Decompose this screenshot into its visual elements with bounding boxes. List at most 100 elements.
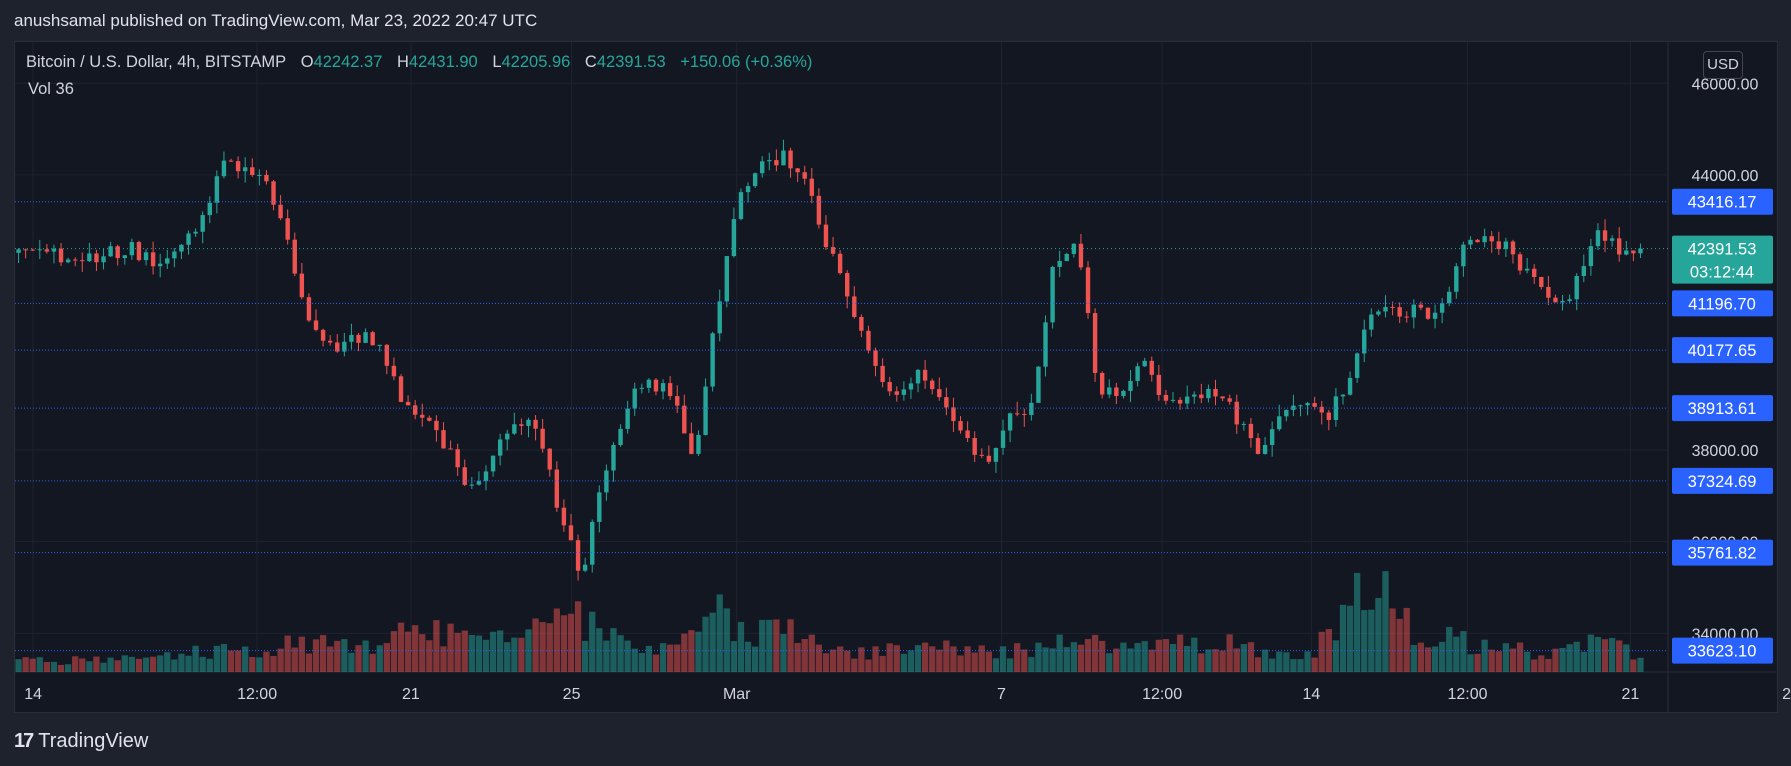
level-price-label: 33623.10 xyxy=(1688,643,1757,661)
candle-body xyxy=(377,344,382,346)
volume-bar xyxy=(773,619,780,672)
candle-body xyxy=(434,420,439,431)
candle-body xyxy=(44,249,50,252)
volume-value: 36 xyxy=(55,80,74,98)
candle-body xyxy=(1206,388,1211,399)
volume-bar xyxy=(1247,642,1255,672)
candle-body xyxy=(235,161,241,172)
candle-body xyxy=(689,433,694,454)
candle-body xyxy=(87,253,92,262)
volume-bar xyxy=(1198,653,1205,672)
volume-bar xyxy=(1453,636,1460,672)
currency-button[interactable]: USD xyxy=(1703,51,1743,79)
time-tick-label: 14 xyxy=(1303,686,1321,703)
candle-body xyxy=(327,340,333,343)
volume-bar xyxy=(1495,651,1502,672)
time-tick-label: 25 xyxy=(1782,686,1791,703)
chart-frame[interactable] xyxy=(14,41,1778,713)
volume-bar xyxy=(1573,641,1580,672)
candle-body xyxy=(1199,394,1204,399)
volume-bar xyxy=(978,645,985,672)
candle-body xyxy=(1213,388,1218,397)
candle-body xyxy=(1397,307,1402,317)
candle-body xyxy=(1184,396,1190,404)
candle-body xyxy=(250,167,255,175)
candle-body xyxy=(1014,413,1020,415)
candle-body xyxy=(363,332,368,343)
level-price-label: 40177.65 xyxy=(1688,342,1757,360)
volume-bar xyxy=(1545,658,1552,672)
time-tick-label: 12:00 xyxy=(1448,686,1488,703)
volume-bar xyxy=(844,650,851,672)
candle-body xyxy=(306,297,312,321)
volume-bar xyxy=(454,632,461,672)
candle-body xyxy=(930,380,935,390)
candle-body xyxy=(1524,268,1530,271)
volume-bar xyxy=(1616,640,1623,672)
volume-bar xyxy=(36,657,43,672)
volume-bar xyxy=(312,639,320,672)
volume-bar xyxy=(1594,636,1602,672)
volume-bar xyxy=(504,642,511,672)
candle-body xyxy=(1135,366,1140,381)
candle-body xyxy=(660,383,666,392)
candle-body xyxy=(370,332,375,346)
volume-bar xyxy=(1155,639,1162,672)
candle-body xyxy=(526,419,531,426)
volume-bar xyxy=(291,647,298,672)
candle-body xyxy=(667,383,673,397)
volume-bar xyxy=(879,655,886,672)
open-value: 42242.37 xyxy=(313,53,383,71)
candle-body xyxy=(1454,266,1459,292)
volume-bar xyxy=(1113,648,1120,672)
volume-bar xyxy=(43,662,51,672)
low-value: 42205.96 xyxy=(501,53,571,71)
volume-bar xyxy=(1226,634,1233,672)
candle-body xyxy=(143,252,149,261)
candle-body xyxy=(384,344,390,366)
candle-body xyxy=(915,369,921,384)
volume-bar xyxy=(64,664,72,672)
close-key: C xyxy=(584,53,597,71)
volume-bar xyxy=(1368,609,1375,672)
volume-bar xyxy=(511,637,518,672)
volume-bar xyxy=(57,664,65,672)
candle-body xyxy=(731,219,737,257)
volume-bar xyxy=(298,636,305,672)
candle-body xyxy=(1447,291,1452,304)
volume-bar xyxy=(1283,652,1290,672)
candle-body xyxy=(519,424,524,426)
volume-bar xyxy=(567,613,575,672)
candle-body xyxy=(1043,322,1048,367)
candle-body xyxy=(80,260,85,262)
countdown-label: 03:12:44 xyxy=(1690,264,1754,282)
volume-bar xyxy=(950,646,957,672)
candle-body xyxy=(1312,403,1317,407)
candle-body xyxy=(1369,314,1374,330)
candle-body xyxy=(554,469,560,508)
level-price-tag xyxy=(1672,395,1773,422)
volume-bar xyxy=(1339,604,1347,672)
volume-bar xyxy=(164,652,171,672)
volume-label[interactable]: Vol xyxy=(28,80,51,98)
close-value: 42391.53 xyxy=(596,53,666,71)
tradingview-logo[interactable]: 17 TradingView xyxy=(14,730,148,753)
volume-bar xyxy=(1240,644,1247,672)
candle-body xyxy=(1092,313,1098,373)
last-price-tag xyxy=(1672,235,1773,284)
candle-body xyxy=(1411,304,1417,318)
volume-bar xyxy=(1403,607,1410,672)
volume-bar xyxy=(369,653,376,672)
candle-body xyxy=(533,419,538,429)
candle-body xyxy=(1029,402,1034,415)
volume-bar xyxy=(334,640,341,672)
candle-body xyxy=(101,256,106,263)
volume-bar xyxy=(1063,647,1070,672)
candle-body xyxy=(937,389,942,398)
volume-bar xyxy=(787,619,794,672)
level-price-tag xyxy=(1672,290,1773,317)
volume-bar xyxy=(157,655,164,672)
volume-bar xyxy=(376,645,383,672)
symbol-label[interactable]: Bitcoin / U.S. Dollar, 4h, BITSTAMP xyxy=(26,53,287,71)
